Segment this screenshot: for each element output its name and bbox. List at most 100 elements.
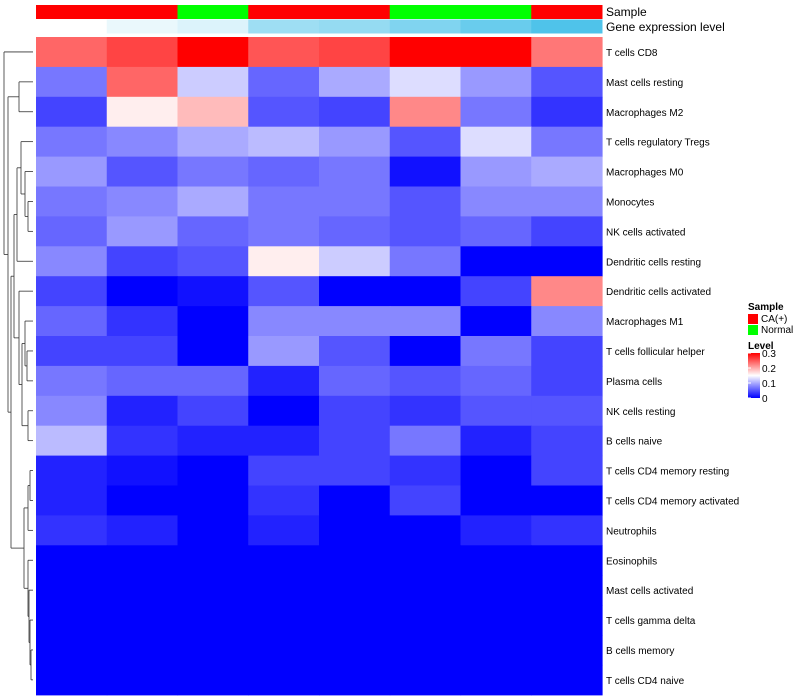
heatmap-cell <box>319 425 391 457</box>
heatmap-cell <box>177 156 249 188</box>
heatmap-cell <box>248 515 320 546</box>
heatmap-cell <box>248 395 320 427</box>
row-label: T cells CD4 memory activated <box>606 496 739 507</box>
heatmap-cell <box>531 425 603 457</box>
heatmap-cell <box>248 365 320 397</box>
heatmap-cell <box>460 306 532 337</box>
heatmap-cell <box>319 246 391 277</box>
heatmap-cell <box>106 66 179 98</box>
heatmap-cell <box>531 664 603 696</box>
row-label: Macrophages M2 <box>606 108 684 119</box>
heatmap-cell <box>319 306 391 337</box>
heatmap-cell <box>319 635 391 666</box>
heatmap-cell <box>389 545 462 576</box>
heatmap-cell <box>389 605 462 636</box>
row-label: B cells naive <box>606 437 663 448</box>
heatmap-cell <box>460 186 532 217</box>
heatmap-cell <box>389 365 462 397</box>
heatmap-cell <box>36 37 108 68</box>
heatmap-cell <box>106 216 179 247</box>
heatmap-cell <box>106 186 179 217</box>
gene-expression-annotation-label: Gene expression level <box>606 20 725 34</box>
gene-expression-annotation-cell <box>106 19 178 34</box>
heatmap-cell <box>389 156 462 188</box>
heatmap-cell <box>106 485 179 516</box>
row-label: T cells gamma delta <box>606 616 696 627</box>
heatmap-cell <box>36 336 108 367</box>
heatmap-cell <box>531 126 603 158</box>
heatmap-cell <box>177 455 249 487</box>
heatmap-cell <box>389 246 462 277</box>
heatmap-cell <box>319 485 391 516</box>
heatmap-cell <box>389 216 462 247</box>
heatmap-cell <box>106 425 179 457</box>
heatmap-cell <box>460 545 532 576</box>
heatmap-cell <box>177 66 249 98</box>
heatmap-cell <box>531 216 603 247</box>
heatmap-cell <box>460 246 532 277</box>
row-label: T cells CD4 naive <box>606 676 685 687</box>
sample-annotation-cell <box>531 5 603 19</box>
heatmap-cell <box>460 365 532 397</box>
heatmap-cell <box>460 455 532 487</box>
heatmap-cell <box>389 186 462 217</box>
heatmap-cell <box>319 37 391 68</box>
heatmap-cell <box>389 515 462 546</box>
row-label: B cells memory <box>606 646 674 657</box>
heatmap-cell <box>319 66 391 98</box>
heatmap-cell <box>248 126 320 158</box>
heatmap-cell <box>36 395 108 427</box>
heatmap-cell <box>177 246 249 277</box>
row-label: Macrophages M1 <box>606 317 684 328</box>
heatmap-cell <box>248 37 320 68</box>
heatmap-cell <box>177 186 249 217</box>
heatmap-cell <box>389 37 462 68</box>
heatmap-cell <box>460 37 532 68</box>
legend-level-tick-label: 0.3 <box>762 349 776 360</box>
heatmap-cell <box>531 605 603 636</box>
heatmap-cell <box>36 306 108 337</box>
heatmap-cell <box>531 336 603 367</box>
heatmap-cell <box>531 246 603 277</box>
row-label: Eosinophils <box>606 556 657 567</box>
row-label: Dendritic cells resting <box>606 257 701 268</box>
heatmap-cell <box>248 186 320 217</box>
heatmap-cell <box>531 66 603 98</box>
gene-expression-annotation-cell <box>531 19 603 34</box>
heatmap-cell <box>319 545 391 576</box>
sample-annotation-cell <box>248 5 320 19</box>
heatmap-cell <box>531 575 603 606</box>
heatmap-cell <box>106 365 179 397</box>
heatmap-cell <box>389 455 462 487</box>
heatmap-cell <box>177 37 249 68</box>
heatmap-cell <box>531 96 603 128</box>
heatmap-cell <box>319 395 391 427</box>
gene-expression-annotation-cell <box>248 19 320 34</box>
heatmap-cell <box>319 515 391 546</box>
heatmap-cell <box>248 276 320 307</box>
heatmap-cell <box>177 216 249 247</box>
heatmap-cell <box>460 605 532 636</box>
heatmap-cell <box>319 216 391 247</box>
heatmap-cell <box>319 575 391 606</box>
heatmap-cell <box>531 306 603 337</box>
heatmap-cell <box>389 336 462 367</box>
heatmap-cell <box>319 605 391 636</box>
heatmap-cell <box>248 96 320 128</box>
heatmap-cell <box>389 395 462 427</box>
legend-sample-entry: CA(+) <box>761 314 787 325</box>
heatmap-cell <box>389 485 462 516</box>
legend-level-gradient <box>748 353 760 398</box>
legend-sample-swatch <box>748 325 758 335</box>
gene-expression-annotation-cell <box>36 19 108 34</box>
heatmap-cell <box>36 96 108 128</box>
heatmap-cell <box>389 306 462 337</box>
heatmap-cell <box>319 365 391 397</box>
row-label: T cells regulatory Tregs <box>606 138 710 149</box>
heatmap-cell <box>319 336 391 367</box>
sample-annotation-cell <box>460 5 532 19</box>
heatmap-cell <box>460 156 532 188</box>
heatmap-cell <box>106 635 179 666</box>
heatmap-cell <box>177 635 249 666</box>
heatmap-cell <box>177 605 249 636</box>
